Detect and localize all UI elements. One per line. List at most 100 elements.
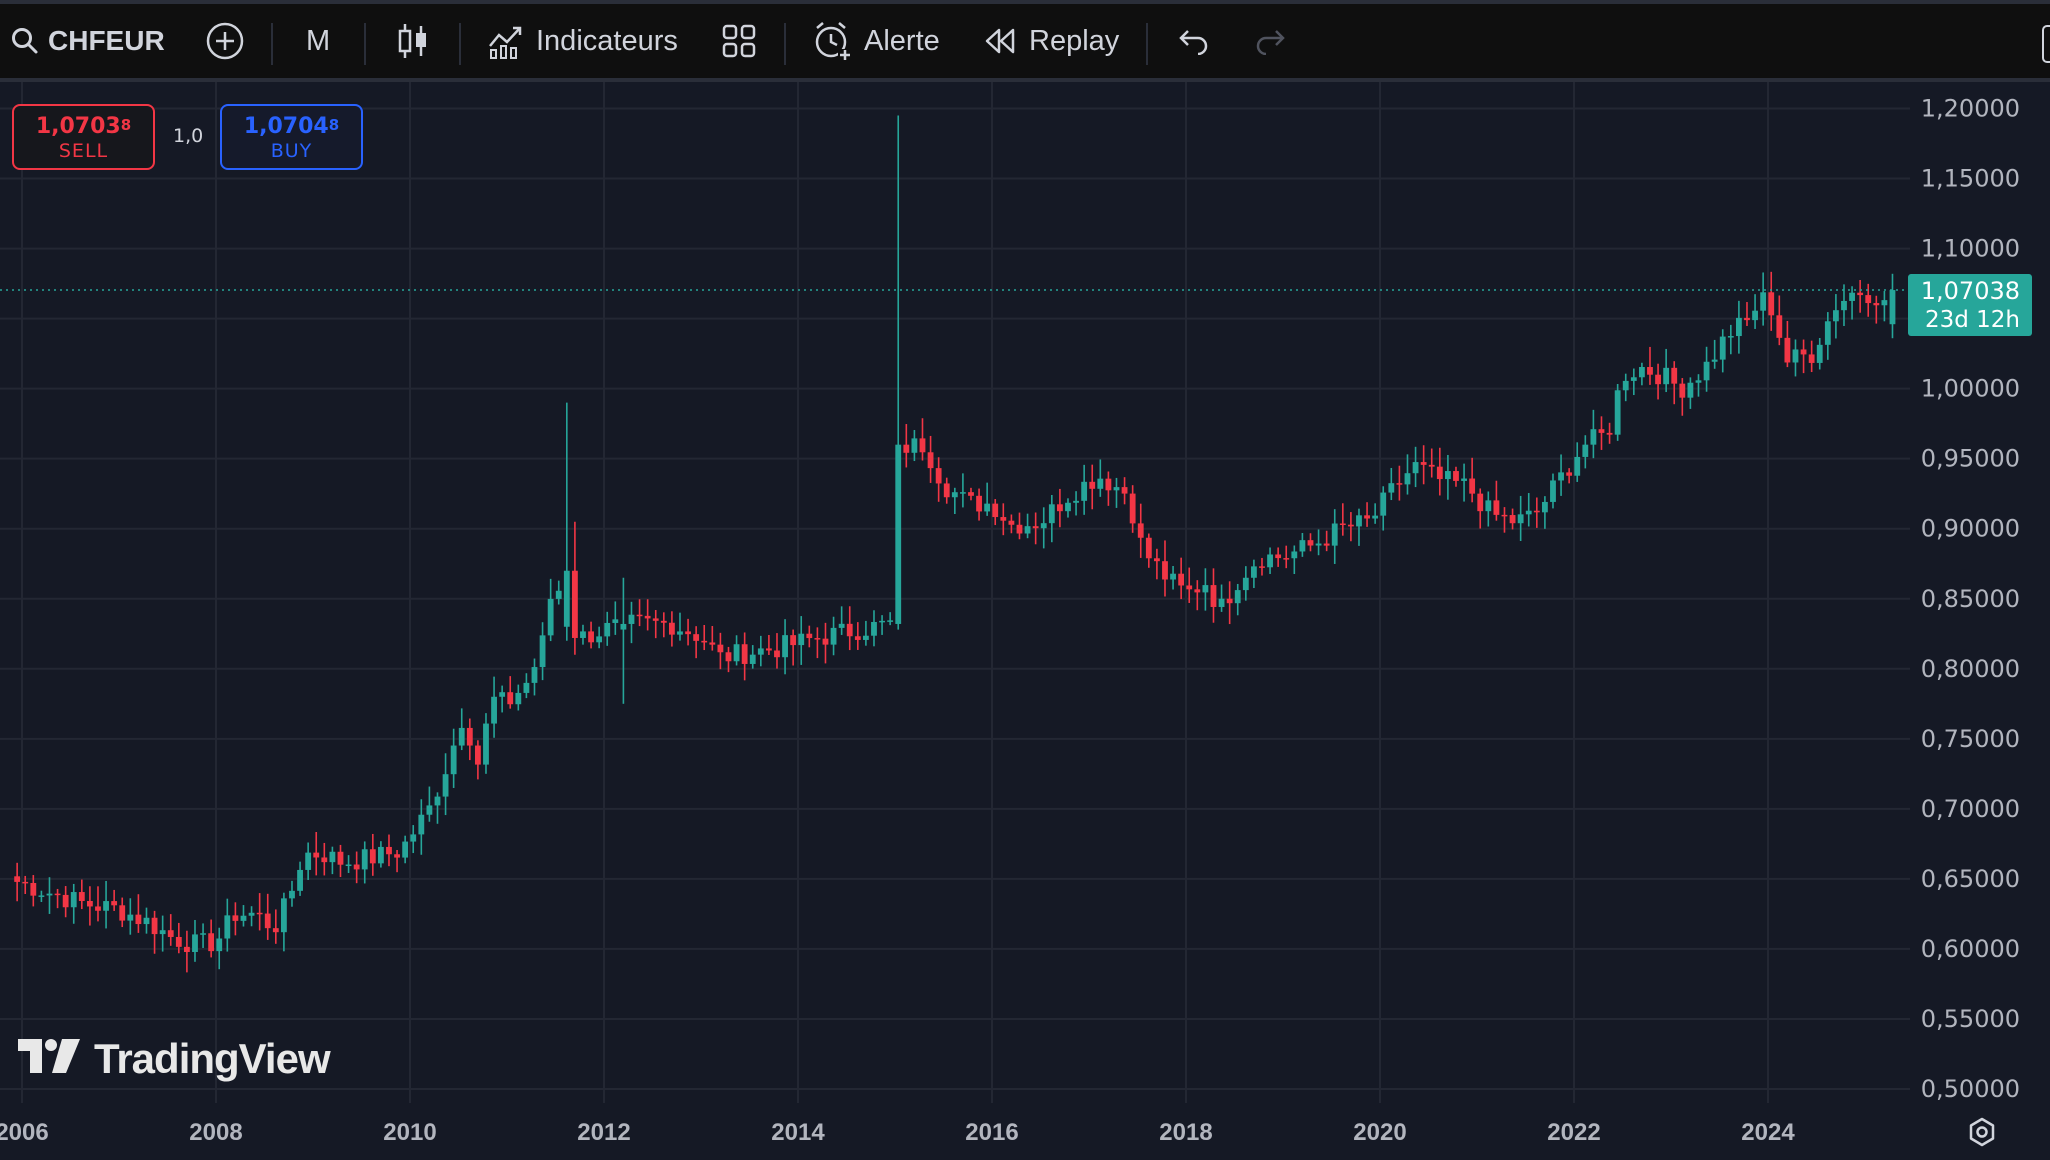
buy-button[interactable]: 1,07048 BUY: [220, 104, 363, 170]
y-tick-label: 1,00000: [1921, 375, 2020, 403]
candle: [951, 487, 958, 514]
candle: [1614, 384, 1621, 441]
x-tick-label: 2014: [771, 1119, 825, 1146]
candle: [1719, 329, 1726, 373]
candle: [1388, 467, 1395, 501]
candle: [1315, 529, 1322, 556]
candle: [1727, 324, 1734, 355]
candle: [1396, 465, 1403, 501]
candle: [1849, 286, 1855, 320]
x-tick-label: 2006: [0, 1119, 49, 1146]
candle: [1816, 338, 1823, 370]
candle: [604, 611, 611, 646]
candle: [1024, 513, 1031, 539]
candle: [1364, 502, 1370, 527]
candle: [1444, 454, 1451, 500]
candle: [1525, 493, 1532, 527]
y-tick-label: 0,70000: [1921, 795, 2020, 823]
price-chart[interactable]: 1,200001,150001,100001,050001,000000,950…: [0, 82, 2050, 1160]
candle: [321, 842, 328, 876]
toolbar-edge-button[interactable]: [2042, 25, 2050, 63]
candle: [1655, 363, 1661, 400]
candle: [127, 898, 134, 935]
candle: [1267, 547, 1273, 574]
redo-icon: [1254, 27, 1286, 55]
price-axis[interactable]: 1,200001,150001,100001,050001,000000,950…: [1908, 82, 2050, 1160]
candle: [1048, 494, 1055, 543]
candle: [54, 888, 61, 909]
symbol-search[interactable]: CHFEUR: [10, 4, 165, 78]
redo-button[interactable]: [1254, 4, 1286, 78]
top-toolbar: CHFEUR M Indicateurs Alerte Replay: [0, 0, 2050, 82]
x-tick-label: 2024: [1741, 1119, 1795, 1146]
candle: [1299, 532, 1306, 557]
candle: [119, 897, 126, 928]
candle: [62, 886, 69, 918]
last-price-label: 1,07038: [1921, 277, 2020, 305]
candle: [1501, 507, 1508, 533]
candle: [151, 910, 158, 954]
candle: [1259, 557, 1265, 576]
candle: [1590, 409, 1597, 459]
candle: [1679, 378, 1686, 416]
alert-label: Alerte: [864, 24, 940, 57]
toolbar-divider: [364, 23, 366, 65]
candle: [280, 892, 287, 952]
candle: [1008, 514, 1015, 534]
candle: [984, 482, 991, 516]
candle: [103, 880, 109, 929]
replay-button[interactable]: Replay: [983, 4, 1119, 78]
y-tick-label: 1,15000: [1921, 165, 2020, 193]
compare-button[interactable]: [205, 4, 245, 78]
chart-type-button[interactable]: [396, 4, 430, 78]
interval-label: M: [306, 24, 331, 57]
candle: [426, 786, 433, 822]
candle: [1202, 568, 1209, 611]
candle: [1291, 545, 1298, 574]
time-axis[interactable]: 2006 2008 2010 2012 2014 2016 2018 2020 2022 2024: [0, 1103, 2050, 1160]
settings-gear-icon[interactable]: [1966, 1116, 1998, 1153]
candle: [1582, 435, 1589, 469]
alert-button[interactable]: Alerte: [812, 4, 940, 78]
candle: [709, 626, 716, 651]
symbol-name[interactable]: CHFEUR: [48, 25, 165, 56]
candle: [305, 842, 312, 880]
tradingview-logo[interactable]: TradingView: [18, 1035, 331, 1083]
layouts-button[interactable]: [721, 4, 757, 78]
candle: [1170, 565, 1176, 590]
candle: [1857, 280, 1864, 313]
sell-button[interactable]: 1,07038 SELL: [12, 104, 155, 170]
candle: [1776, 295, 1783, 346]
y-tick-label: 0,80000: [1921, 655, 2020, 683]
x-tick-label: 2016: [965, 1119, 1018, 1146]
sell-price: 1,0703: [35, 114, 121, 139]
interval-button[interactable]: M: [306, 4, 330, 78]
candle: [1331, 509, 1338, 564]
indicators-label: Indicateurs: [536, 24, 678, 57]
candle: [1695, 374, 1702, 397]
candle: [248, 906, 255, 927]
candle: [1129, 485, 1136, 533]
candle: [636, 599, 643, 627]
candle: [175, 922, 182, 954]
undo-button[interactable]: [1178, 4, 1210, 78]
candle: [749, 645, 756, 669]
candle: [1162, 540, 1168, 597]
candle: [1687, 377, 1694, 409]
candle: [539, 622, 546, 681]
candle: [927, 435, 934, 483]
candle: [1186, 567, 1193, 603]
undo-icon: [1178, 27, 1210, 55]
candle: [1752, 294, 1758, 329]
x-tick-label: 2010: [383, 1119, 436, 1146]
y-tick-label: 0,55000: [1921, 1005, 2020, 1033]
y-tick-label: 0,85000: [1921, 585, 2020, 613]
candle: [668, 611, 675, 647]
candle: [1105, 471, 1112, 506]
candle: [1194, 580, 1201, 611]
indicators-button[interactable]: Indicateurs: [487, 4, 678, 78]
candle: [798, 616, 805, 665]
candle: [612, 601, 619, 635]
candle: [1242, 566, 1249, 601]
bar-countdown-label: 23d 12h: [1925, 307, 2020, 333]
